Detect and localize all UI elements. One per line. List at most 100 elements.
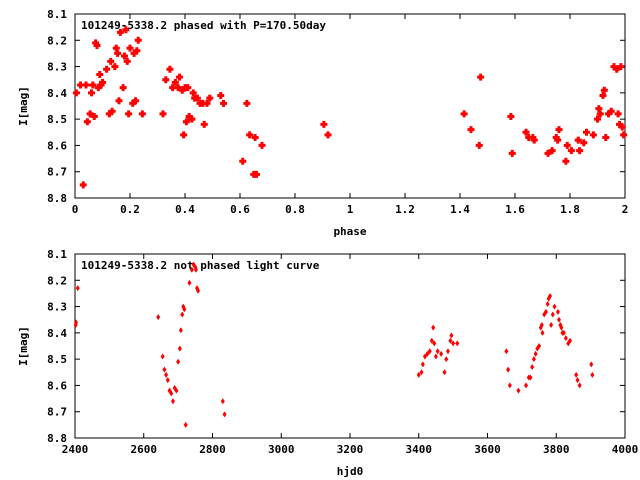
y-tick-label: 8.7 (47, 406, 67, 419)
data-point (590, 371, 595, 378)
data-point (196, 287, 201, 294)
x-tick-label: 3200 (337, 443, 364, 456)
chart-2: 2400 2600 2800 3000 3200 3400 3600 3800 4000 8.1 8… (17, 248, 638, 478)
x-axis-label: phase (333, 225, 366, 238)
data-point (620, 131, 628, 139)
y-tick-label: 8.4 (47, 327, 67, 340)
data-point (114, 49, 122, 57)
data-point (617, 63, 625, 71)
x-tick-label: 3000 (268, 443, 295, 456)
data-point (160, 353, 165, 360)
data-point (199, 99, 207, 107)
data-point (416, 371, 421, 378)
data-point (432, 340, 437, 347)
data-point (253, 170, 260, 178)
chart-1: 0 0.2 0.4 0.6 0.8 1 1.2 1.4 1.6 1.8 2 8.1 8.2 8.3 8.4 8… (17, 8, 628, 238)
data-point (162, 366, 167, 373)
data-point (575, 377, 580, 384)
data-point (455, 340, 460, 347)
data-point (530, 136, 538, 144)
data-point (507, 113, 515, 121)
data-point (165, 377, 170, 384)
data-point (324, 131, 332, 139)
data-point (222, 411, 227, 418)
data-point (138, 110, 146, 118)
data-point (200, 120, 208, 128)
data-point (548, 147, 556, 155)
y-tick-label: 8.1 (47, 248, 67, 261)
data-point (522, 128, 530, 136)
data-point (130, 49, 138, 57)
data-point (445, 348, 450, 355)
data-point (555, 308, 560, 315)
data-point (563, 141, 571, 149)
data-point (533, 350, 538, 357)
data-point (539, 321, 544, 328)
data-point (193, 94, 201, 102)
x-tick-label: 3400 (406, 443, 433, 456)
x-tick-label: 0.4 (175, 203, 195, 216)
data-point (169, 390, 174, 397)
y-tick-label: 8.1 (47, 8, 67, 21)
data-point (132, 97, 139, 105)
x-tick-label: 1.8 (560, 203, 580, 216)
data-point (419, 369, 424, 376)
y-tick-label: 8.5 (47, 353, 67, 366)
data-point (439, 350, 444, 357)
data-point (559, 324, 564, 331)
data-point (530, 364, 535, 371)
x-tick-label: 2800 (199, 443, 226, 456)
data-point (133, 47, 141, 55)
data-point (506, 366, 511, 373)
data-point (123, 57, 131, 65)
data-point (524, 382, 528, 389)
y-axis-label: I[mag] (17, 86, 30, 126)
data-point (516, 387, 521, 394)
data-point (475, 141, 483, 149)
data-point (182, 118, 190, 126)
data-point (258, 141, 266, 149)
data-point (111, 63, 119, 71)
data-point (184, 84, 192, 92)
data-point (72, 89, 80, 97)
x-tick-label: 3800 (543, 443, 570, 456)
y-tick-label: 8.6 (47, 139, 67, 152)
data-point (189, 89, 197, 97)
data-point (174, 84, 182, 92)
data-point (194, 266, 198, 273)
x-tick-label: 0.2 (120, 203, 140, 216)
data-point (574, 371, 579, 378)
data-point (508, 149, 516, 157)
data-point (613, 65, 621, 73)
data-point (451, 340, 456, 347)
x-tick-label: 0.8 (285, 203, 305, 216)
y-tick-label: 8.7 (47, 166, 67, 179)
data-point (320, 120, 328, 128)
data-point (525, 134, 533, 142)
data-point (79, 181, 87, 189)
x-tick-label: 2 (622, 203, 629, 216)
data-point (178, 327, 183, 334)
data-point (112, 44, 120, 52)
data-point (75, 285, 80, 292)
data-point (246, 131, 254, 139)
data-point (122, 26, 130, 34)
data-point (96, 70, 104, 78)
data-point (74, 319, 79, 326)
data-point (557, 316, 561, 323)
x-tick-label: 2400 (62, 443, 89, 456)
data-point (119, 84, 127, 92)
data-point (580, 139, 588, 147)
y-axis-label: I[mag] (17, 326, 30, 366)
data-point (616, 120, 623, 128)
data-point (563, 335, 568, 342)
data-point (449, 332, 454, 339)
data-point (577, 382, 582, 389)
data-point (88, 89, 95, 97)
data-point (596, 110, 604, 118)
data-point (243, 99, 251, 107)
data-point (427, 348, 432, 355)
y-tick-label: 8.3 (47, 61, 67, 74)
data-point (460, 110, 468, 118)
data-point (537, 343, 542, 349)
